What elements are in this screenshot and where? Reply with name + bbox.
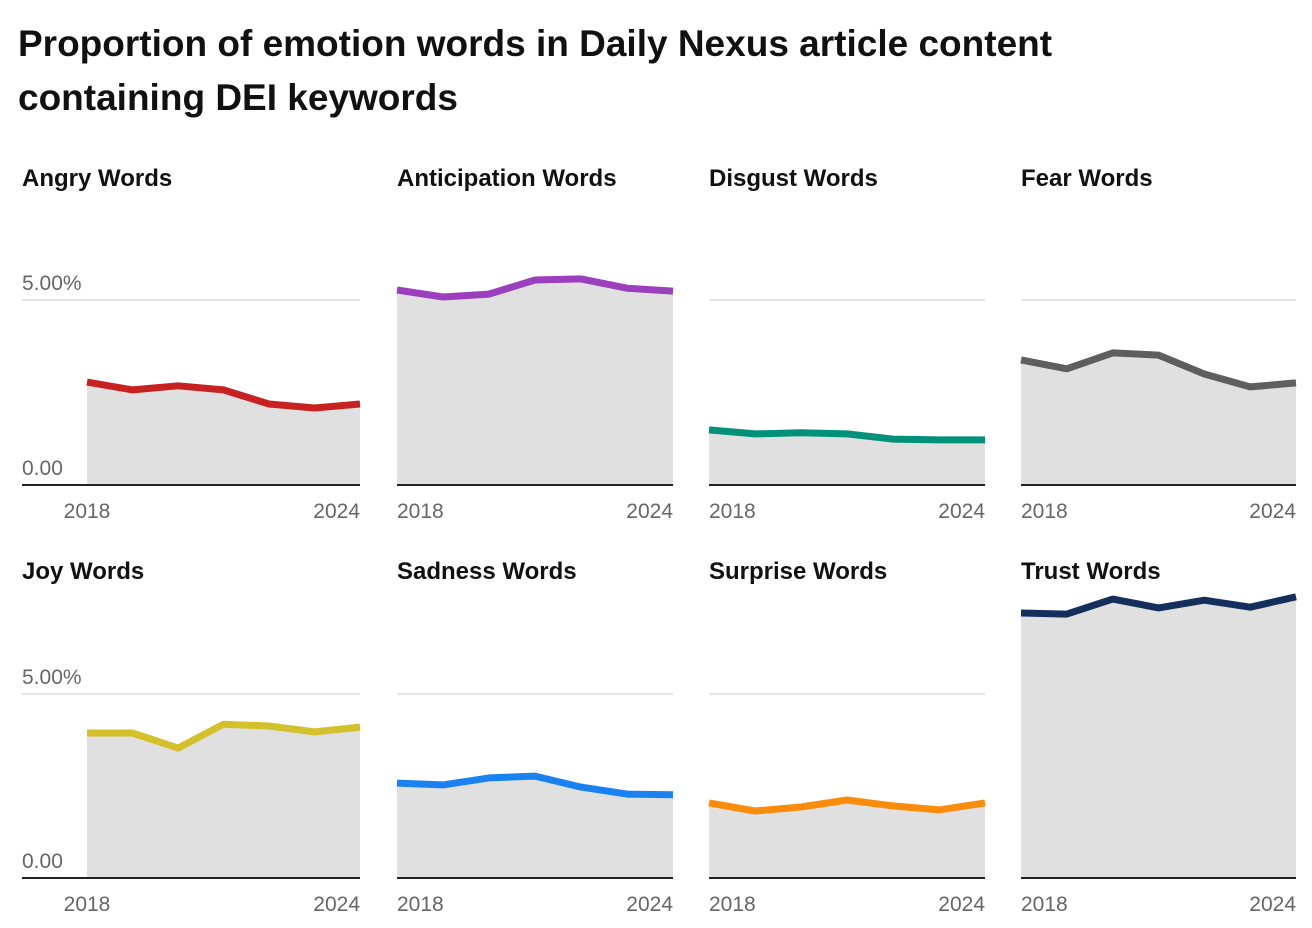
- panel-title: Surprise Words: [709, 558, 887, 585]
- x-tick-label: 2024: [938, 500, 985, 523]
- y-tick-label: 5.00%: [22, 272, 82, 295]
- x-tick-label: 2024: [313, 500, 360, 523]
- x-tick-label: 2024: [626, 893, 673, 916]
- x-tick-label: 2018: [397, 893, 444, 916]
- y-tick-label: 0.00: [22, 850, 63, 873]
- panel-title: Anticipation Words: [397, 165, 617, 192]
- x-tick-label: 2018: [1021, 500, 1068, 523]
- x-tick-label: 2024: [938, 893, 985, 916]
- line: [1020, 593, 1297, 618]
- x-tick-label: 2018: [397, 500, 444, 523]
- area: [709, 429, 985, 485]
- chart-title: Proportion of emotion words in Daily Nex…: [18, 23, 1052, 118]
- y-tick-label: 5.00%: [22, 666, 82, 689]
- panel-title: Joy Words: [22, 558, 144, 585]
- area: [397, 278, 673, 485]
- panel-title: Angry Words: [22, 165, 172, 192]
- x-tick-label: 2018: [64, 893, 111, 916]
- x-tick-label: 2018: [64, 500, 111, 523]
- x-tick-label: 2024: [1249, 500, 1296, 523]
- line: [1020, 349, 1297, 391]
- x-tick-label: 2018: [1021, 893, 1068, 916]
- panel-title: Trust Words: [1021, 558, 1161, 585]
- x-tick-label: 2018: [709, 500, 756, 523]
- x-tick-label: 2018: [709, 893, 756, 916]
- area: [1021, 352, 1296, 485]
- area: [87, 382, 360, 485]
- line: [708, 426, 985, 444]
- line: [396, 275, 674, 301]
- area: [1021, 596, 1296, 878]
- line: [87, 720, 361, 752]
- area: [397, 776, 673, 878]
- line: [86, 378, 361, 412]
- y-tick-label: 0.00: [22, 457, 63, 480]
- x-tick-label: 2024: [1249, 893, 1296, 916]
- line: [708, 796, 986, 815]
- x-tick-label: 2024: [626, 500, 673, 523]
- line: [396, 772, 674, 799]
- area: [87, 724, 360, 878]
- panel-title: Disgust Words: [709, 165, 878, 192]
- x-tick-label: 2024: [313, 893, 360, 916]
- panel-title: Sadness Words: [397, 558, 577, 585]
- panel-title: Fear Words: [1021, 165, 1153, 192]
- area: [709, 800, 985, 878]
